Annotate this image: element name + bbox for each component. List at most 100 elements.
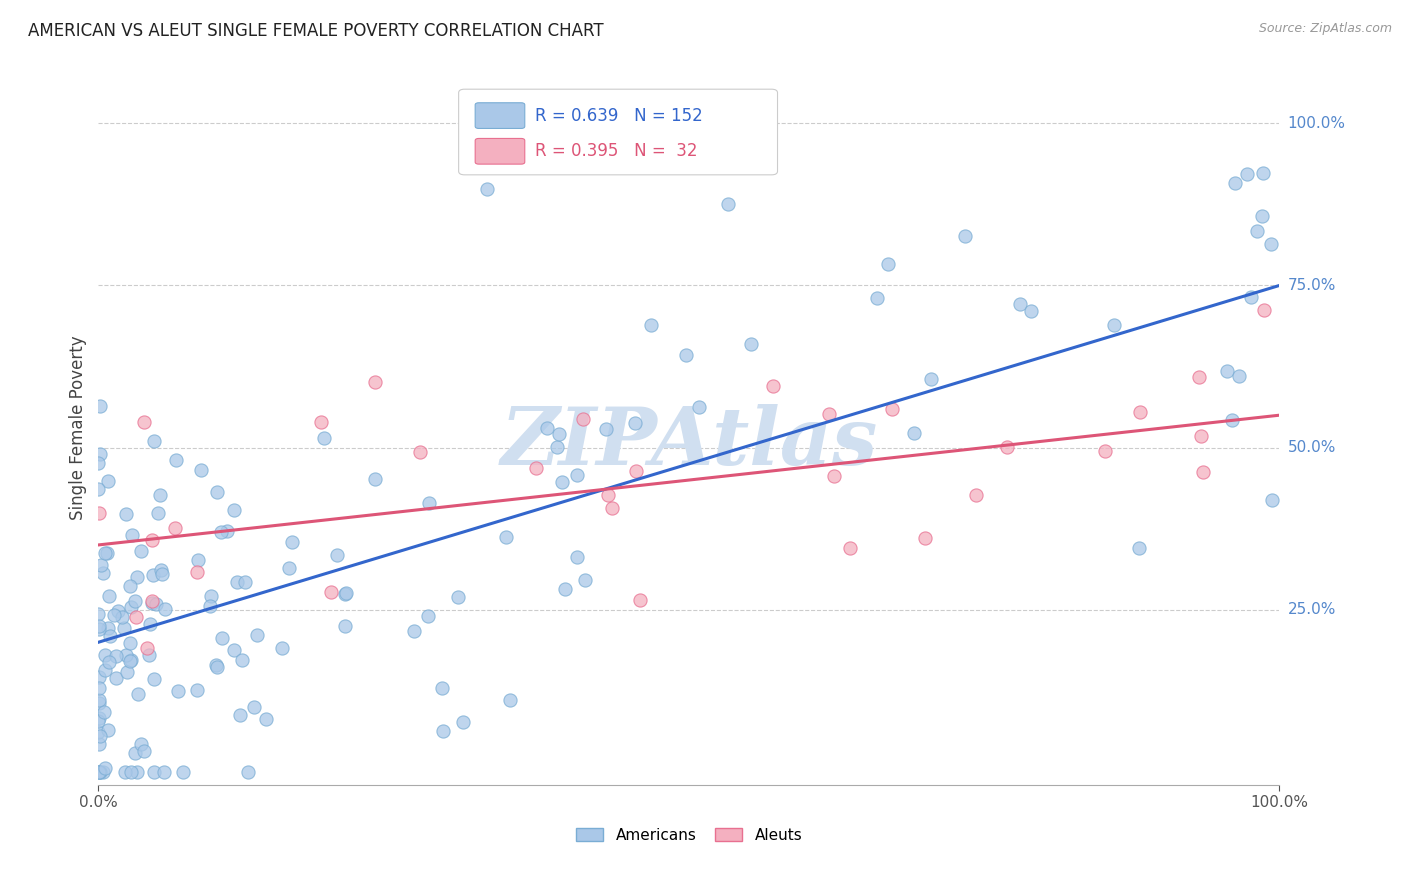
- Point: [624, 416, 647, 430]
- Point: [574, 573, 596, 587]
- Point: [87, 764, 110, 779]
- Point: [149, 488, 172, 502]
- Point: [224, 642, 246, 657]
- Point: [131, 737, 153, 751]
- Point: [1246, 223, 1268, 237]
- Point: [209, 524, 232, 539]
- Point: [112, 621, 135, 635]
- Point: [120, 578, 142, 592]
- Point: [120, 636, 142, 650]
- Point: [818, 407, 841, 421]
- Point: [281, 534, 304, 549]
- Point: [143, 672, 166, 686]
- Point: [1250, 210, 1272, 224]
- Point: [914, 532, 936, 546]
- Point: [418, 496, 440, 510]
- Point: [333, 619, 356, 633]
- Point: [1187, 370, 1209, 384]
- Point: [114, 764, 136, 779]
- Point: [87, 670, 110, 684]
- Point: [430, 681, 453, 695]
- Point: [114, 507, 136, 521]
- Point: [115, 665, 138, 679]
- Point: [211, 631, 233, 645]
- Point: [127, 764, 149, 779]
- Text: ZIPAtlas: ZIPAtlas: [501, 404, 877, 481]
- Text: Source: ZipAtlas.com: Source: ZipAtlas.com: [1258, 22, 1392, 36]
- Point: [447, 590, 470, 604]
- Point: [89, 729, 111, 743]
- Point: [876, 257, 898, 271]
- Text: 25.0%: 25.0%: [1288, 602, 1336, 617]
- Point: [89, 447, 111, 461]
- Text: 100.0%: 100.0%: [1288, 116, 1346, 131]
- Point: [141, 594, 163, 608]
- Point: [1128, 541, 1150, 555]
- Point: [319, 585, 342, 599]
- Point: [475, 182, 498, 196]
- Point: [1021, 304, 1043, 318]
- Point: [363, 375, 385, 389]
- Point: [333, 587, 356, 601]
- Point: [882, 401, 904, 416]
- Point: [125, 610, 148, 624]
- Point: [172, 764, 194, 779]
- Point: [87, 506, 110, 520]
- Point: [111, 610, 134, 624]
- Point: [97, 723, 120, 738]
- Point: [145, 597, 167, 611]
- Point: [89, 764, 111, 779]
- Point: [1010, 297, 1032, 311]
- Point: [499, 693, 522, 707]
- Point: [142, 568, 165, 582]
- Point: [312, 431, 335, 445]
- Point: [91, 764, 114, 779]
- Legend: Americans, Aleuts: Americans, Aleuts: [569, 822, 808, 848]
- Point: [94, 760, 117, 774]
- Point: [1227, 368, 1250, 383]
- Point: [229, 707, 252, 722]
- Point: [231, 653, 253, 667]
- Point: [120, 764, 142, 779]
- Point: [187, 553, 209, 567]
- Text: R = 0.395   N =  32: R = 0.395 N = 32: [536, 143, 697, 161]
- Point: [762, 379, 785, 393]
- Point: [1216, 364, 1239, 378]
- Point: [94, 663, 117, 677]
- Point: [1236, 167, 1258, 181]
- Text: 75.0%: 75.0%: [1288, 278, 1336, 293]
- Point: [87, 714, 110, 729]
- Point: [226, 575, 249, 590]
- Point: [186, 566, 208, 580]
- Point: [554, 582, 576, 596]
- Point: [87, 711, 110, 725]
- Point: [1253, 302, 1275, 317]
- Point: [89, 764, 111, 779]
- Point: [839, 541, 862, 556]
- Point: [1253, 166, 1275, 180]
- Point: [254, 712, 277, 726]
- Point: [87, 482, 110, 496]
- Point: [565, 549, 588, 564]
- Point: [402, 624, 425, 638]
- Text: 50.0%: 50.0%: [1288, 440, 1336, 455]
- Point: [87, 607, 110, 621]
- Text: R = 0.639   N = 152: R = 0.639 N = 152: [536, 107, 703, 125]
- Point: [270, 640, 292, 655]
- Point: [93, 706, 115, 720]
- Point: [150, 567, 173, 582]
- Point: [165, 521, 187, 535]
- Point: [120, 600, 142, 615]
- Point: [141, 596, 163, 610]
- Point: [165, 452, 187, 467]
- Point: [138, 648, 160, 663]
- Point: [688, 401, 710, 415]
- Point: [138, 616, 160, 631]
- Point: [364, 472, 387, 486]
- Point: [167, 683, 190, 698]
- Point: [536, 421, 558, 435]
- Point: [190, 462, 212, 476]
- Point: [217, 524, 239, 538]
- Point: [98, 589, 121, 603]
- Point: [200, 599, 222, 614]
